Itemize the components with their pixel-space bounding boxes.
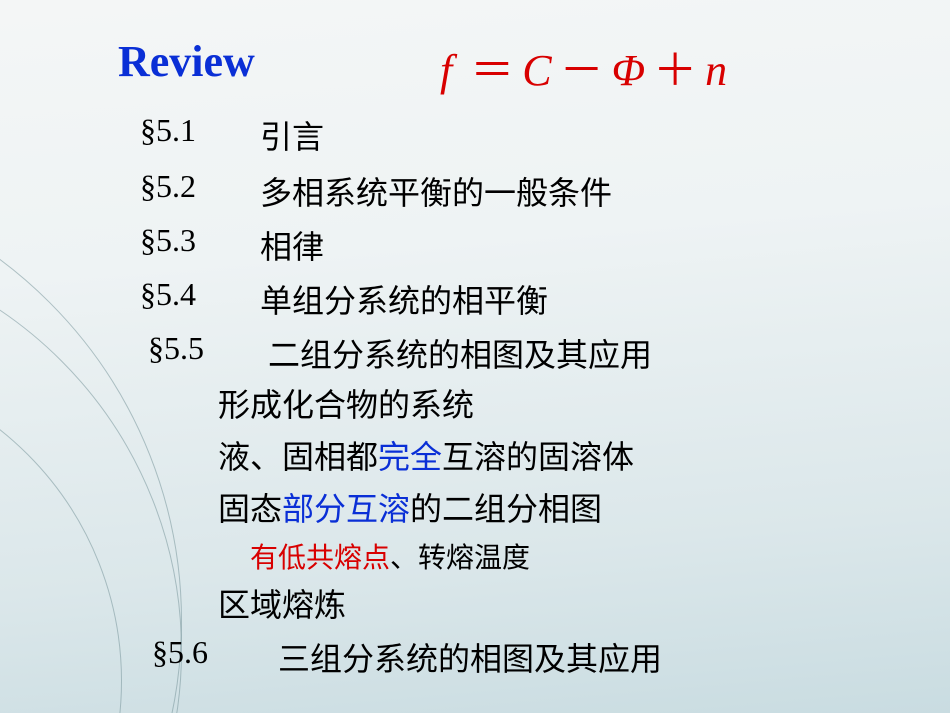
formula-eq: ＝ [464,34,522,98]
formula-n: n [705,46,729,95]
section-title: 单组分系统的相平衡 [260,276,548,322]
section-number: §5.5 [148,330,204,367]
text-run: 互溶的固溶体 [442,439,634,475]
slide: Review f＝C－Φ＋n §5.1 引言 §5.2 多相系统平衡的一般条件 §5.3… [0,0,950,713]
section-number: §5.2 [140,168,196,205]
text-run: 完全 [378,439,442,475]
outline-subitem: 有低共熔点、转熔温度 [250,536,530,576]
section-title: 二组分系统的相图及其应用 [268,330,652,376]
text-run: 、转熔温度 [390,542,530,573]
section-title: 多相系统平衡的一般条件 [260,168,612,214]
section-title: 三组分系统的相图及其应用 [278,634,662,680]
section-number: §5.1 [140,112,196,149]
section-title: 相律 [260,222,324,268]
formula-plus: ＋ [647,34,705,98]
outline-subitem: 固态部分互溶的二组分相图 [218,484,602,530]
section-title: 引言 [260,112,324,158]
outline-subitem: 区域熔炼 [218,580,346,626]
formula-f: f [440,46,464,95]
section-number: §5.4 [140,276,196,313]
text-run: 部分互溶 [282,491,410,527]
formula-C: C [522,46,553,95]
section-number: §5.3 [140,222,196,259]
phase-rule-formula: f＝C－Φ＋n [440,34,729,98]
text-run: 形成化合物的系统 [218,387,474,423]
outline-subitem: 形成化合物的系统 [218,380,474,426]
text-run: 有低共熔点 [250,542,390,573]
formula-phi: Φ [612,46,648,95]
formula-minus: － [554,34,612,98]
text-run: 固态 [218,491,282,527]
section-number: §5.6 [152,634,208,671]
text-run: 区域熔炼 [218,587,346,623]
outline-subitem: 液、固相都完全互溶的固溶体 [218,432,634,478]
text-run: 液、固相都 [218,439,378,475]
text-run: 的二组分相图 [410,491,602,527]
review-title: Review [118,36,255,87]
